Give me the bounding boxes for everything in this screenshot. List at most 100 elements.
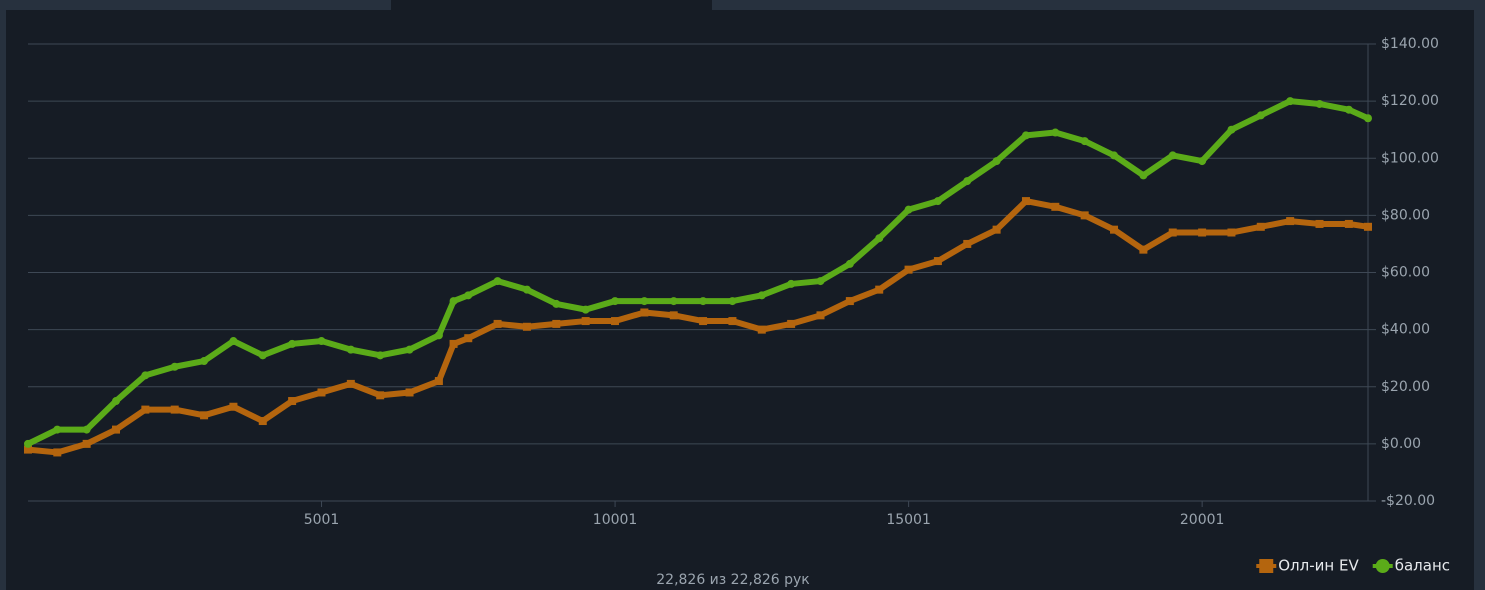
point <box>1256 222 1265 231</box>
point <box>170 362 179 371</box>
point <box>611 297 620 306</box>
legend-label: Олл-ин EV <box>1278 557 1359 575</box>
point <box>53 425 62 434</box>
point <box>170 405 179 414</box>
point <box>346 345 355 354</box>
point <box>992 225 1001 234</box>
point <box>82 439 91 448</box>
point <box>816 277 825 286</box>
point <box>1286 97 1295 106</box>
point <box>611 317 620 326</box>
point <box>1344 105 1353 114</box>
point <box>200 357 209 366</box>
x-tick-label: 15001 <box>886 512 931 528</box>
point <box>933 257 942 266</box>
point <box>464 291 473 300</box>
series-line <box>27 198 1369 456</box>
y-tick-label: $0.00 <box>1381 436 1421 452</box>
point <box>1080 211 1089 220</box>
point <box>1021 131 1030 140</box>
point <box>933 197 942 206</box>
legend-marker <box>1375 559 1390 573</box>
x-tick-label: 5001 <box>304 512 340 528</box>
point <box>1168 151 1177 160</box>
y-tick-label: $100.00 <box>1381 150 1439 166</box>
footer: 22,826 из 22,826 рук <box>656 572 810 588</box>
y-tick-label: $40.00 <box>1381 322 1430 338</box>
point <box>845 297 854 306</box>
point <box>112 397 121 406</box>
point <box>1364 222 1372 231</box>
point <box>24 445 32 454</box>
point <box>24 439 32 448</box>
point <box>904 205 913 214</box>
point <box>845 259 854 268</box>
point <box>229 402 238 411</box>
point <box>317 388 326 397</box>
x-tick-label: 20001 <box>1180 512 1225 528</box>
point <box>1227 125 1236 134</box>
y-tick-label: $80.00 <box>1381 207 1430 223</box>
point <box>904 265 913 274</box>
point <box>787 319 796 328</box>
point <box>669 297 678 306</box>
point <box>581 317 590 326</box>
point <box>992 157 1001 166</box>
point <box>464 334 473 343</box>
point <box>728 297 737 306</box>
point <box>728 317 737 326</box>
point <box>1364 114 1372 123</box>
point <box>1051 128 1060 137</box>
point <box>112 425 121 434</box>
point <box>288 339 297 348</box>
point <box>552 299 561 308</box>
point <box>581 305 590 314</box>
point <box>552 319 561 328</box>
point <box>1315 99 1324 108</box>
x-tick-label: 10001 <box>593 512 638 528</box>
y-tick-label: $120.00 <box>1381 93 1439 109</box>
y-tick-label: $140.00 <box>1381 36 1439 52</box>
point <box>405 388 414 397</box>
point <box>376 351 385 360</box>
point <box>757 291 766 300</box>
point <box>434 331 443 340</box>
point <box>1256 111 1265 120</box>
point <box>816 311 825 320</box>
point <box>434 377 443 386</box>
point <box>405 345 414 354</box>
point <box>200 411 209 420</box>
point <box>1168 228 1177 237</box>
point <box>288 397 297 406</box>
point <box>229 337 238 346</box>
point <box>787 279 796 288</box>
series-line <box>26 98 1370 447</box>
point <box>1344 219 1353 228</box>
legend-marker <box>1259 559 1274 573</box>
point <box>640 308 649 317</box>
point <box>963 239 972 248</box>
point <box>669 311 678 320</box>
y-tick-label: -$20.00 <box>1381 493 1435 509</box>
point <box>258 417 267 426</box>
point <box>1227 228 1236 237</box>
active-tab[interactable] <box>391 0 712 10</box>
point <box>963 177 972 186</box>
point <box>1139 245 1148 254</box>
legend-label: баланс <box>1395 557 1450 575</box>
point <box>1315 219 1324 228</box>
point <box>522 285 531 294</box>
point <box>1110 225 1119 234</box>
point <box>53 448 62 457</box>
point <box>82 425 91 434</box>
point <box>449 297 458 306</box>
point <box>757 325 766 334</box>
point <box>875 234 884 243</box>
point <box>141 405 150 414</box>
point <box>449 339 458 348</box>
point <box>1198 228 1207 237</box>
point <box>640 297 649 306</box>
point <box>1139 171 1148 180</box>
